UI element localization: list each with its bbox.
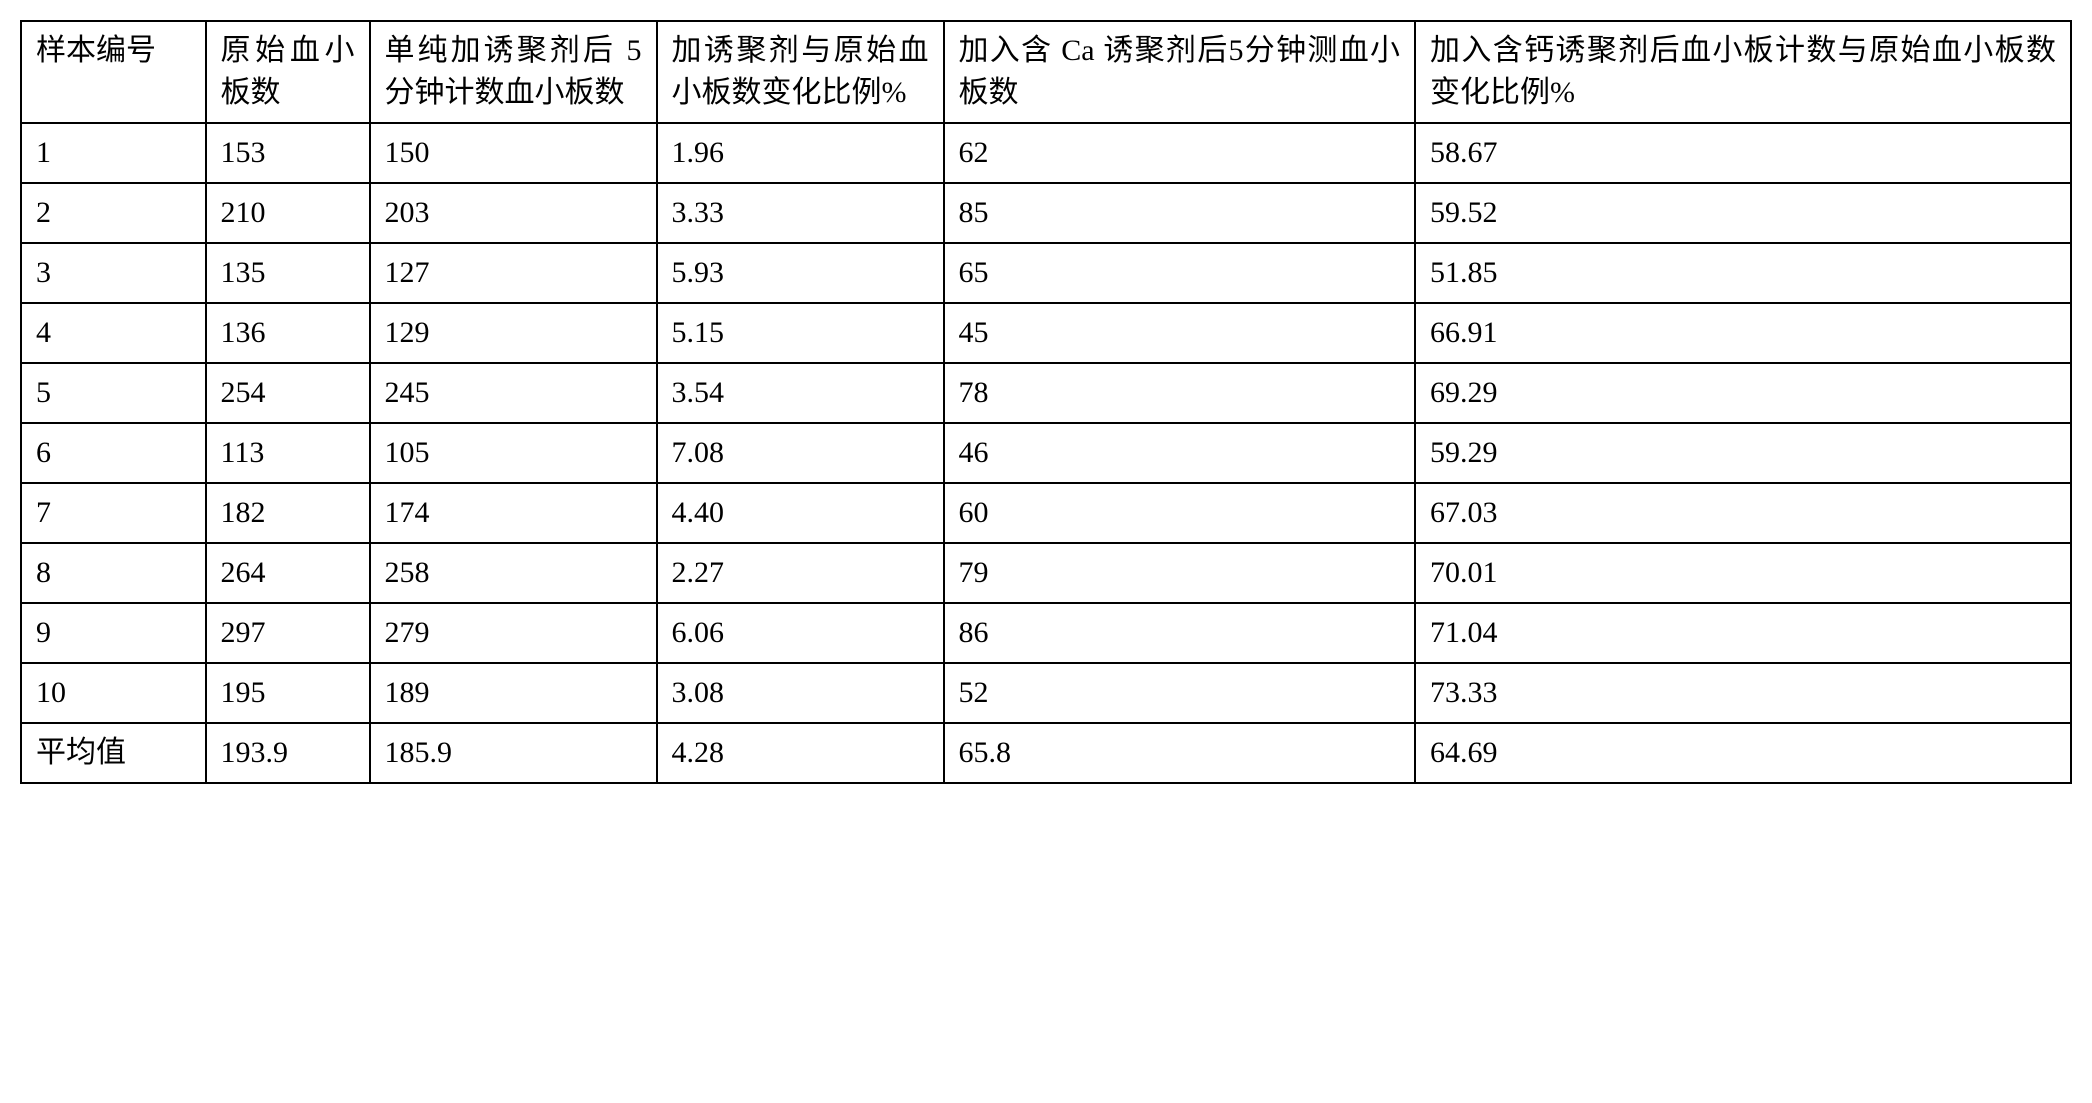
cell-ca-aggregant-5min: 62 bbox=[944, 123, 1416, 183]
cell-ca-aggregant-5min: 86 bbox=[944, 603, 1416, 663]
cell-original-platelet: 210 bbox=[206, 183, 370, 243]
cell-ca-aggregant-change-pct: 64.69 bbox=[1415, 723, 2071, 783]
cell-original-platelet: 182 bbox=[206, 483, 370, 543]
cell-aggregant-5min: 185.9 bbox=[370, 723, 657, 783]
cell-original-platelet: 254 bbox=[206, 363, 370, 423]
table-row: 8 264 258 2.27 79 70.01 bbox=[21, 543, 2071, 603]
cell-sample-id: 7 bbox=[21, 483, 206, 543]
cell-original-platelet: 136 bbox=[206, 303, 370, 363]
cell-aggregant-5min: 150 bbox=[370, 123, 657, 183]
header-aggregant-5min: 单纯加诱聚剂后 5分钟计数血小板数 bbox=[370, 21, 657, 123]
cell-original-platelet: 193.9 bbox=[206, 723, 370, 783]
cell-aggregant-change-pct: 3.33 bbox=[657, 183, 944, 243]
table-row: 3 135 127 5.93 65 51.85 bbox=[21, 243, 2071, 303]
cell-ca-aggregant-5min: 60 bbox=[944, 483, 1416, 543]
cell-ca-aggregant-change-pct: 59.29 bbox=[1415, 423, 2071, 483]
cell-ca-aggregant-5min: 65 bbox=[944, 243, 1416, 303]
cell-aggregant-change-pct: 3.54 bbox=[657, 363, 944, 423]
cell-aggregant-change-pct: 4.40 bbox=[657, 483, 944, 543]
table-row: 1 153 150 1.96 62 58.67 bbox=[21, 123, 2071, 183]
header-ca-aggregant-change-pct: 加入含钙诱聚剂后血小板计数与原始血小板数变化比例% bbox=[1415, 21, 2071, 123]
table-row: 7 182 174 4.40 60 67.03 bbox=[21, 483, 2071, 543]
cell-sample-id: 3 bbox=[21, 243, 206, 303]
header-ca-aggregant-5min: 加入含 Ca 诱聚剂后5分钟测血小板数 bbox=[944, 21, 1416, 123]
cell-aggregant-change-pct: 7.08 bbox=[657, 423, 944, 483]
cell-sample-id: 1 bbox=[21, 123, 206, 183]
platelet-data-table: 样本编号 原始血小板数 单纯加诱聚剂后 5分钟计数血小板数 加诱聚剂与原始血小板… bbox=[20, 20, 2072, 784]
cell-ca-aggregant-5min: 78 bbox=[944, 363, 1416, 423]
cell-ca-aggregant-change-pct: 66.91 bbox=[1415, 303, 2071, 363]
cell-ca-aggregant-change-pct: 71.04 bbox=[1415, 603, 2071, 663]
cell-ca-aggregant-5min: 46 bbox=[944, 423, 1416, 483]
cell-aggregant-5min: 258 bbox=[370, 543, 657, 603]
cell-ca-aggregant-change-pct: 67.03 bbox=[1415, 483, 2071, 543]
cell-ca-aggregant-change-pct: 59.52 bbox=[1415, 183, 2071, 243]
cell-aggregant-change-pct: 4.28 bbox=[657, 723, 944, 783]
cell-ca-aggregant-5min: 65.8 bbox=[944, 723, 1416, 783]
cell-ca-aggregant-5min: 52 bbox=[944, 663, 1416, 723]
cell-sample-id: 8 bbox=[21, 543, 206, 603]
header-sample-id: 样本编号 bbox=[21, 21, 206, 123]
table-row: 6 113 105 7.08 46 59.29 bbox=[21, 423, 2071, 483]
cell-original-platelet: 264 bbox=[206, 543, 370, 603]
cell-ca-aggregant-5min: 85 bbox=[944, 183, 1416, 243]
cell-aggregant-change-pct: 3.08 bbox=[657, 663, 944, 723]
cell-ca-aggregant-change-pct: 58.67 bbox=[1415, 123, 2071, 183]
cell-ca-aggregant-change-pct: 73.33 bbox=[1415, 663, 2071, 723]
table-row-average: 平均值 193.9 185.9 4.28 65.8 64.69 bbox=[21, 723, 2071, 783]
cell-aggregant-change-pct: 6.06 bbox=[657, 603, 944, 663]
cell-sample-id: 9 bbox=[21, 603, 206, 663]
cell-aggregant-5min: 203 bbox=[370, 183, 657, 243]
cell-aggregant-5min: 105 bbox=[370, 423, 657, 483]
header-original-platelet: 原始血小板数 bbox=[206, 21, 370, 123]
table-row: 10 195 189 3.08 52 73.33 bbox=[21, 663, 2071, 723]
table-row: 9 297 279 6.06 86 71.04 bbox=[21, 603, 2071, 663]
table-row: 5 254 245 3.54 78 69.29 bbox=[21, 363, 2071, 423]
cell-sample-id: 6 bbox=[21, 423, 206, 483]
cell-ca-aggregant-change-pct: 70.01 bbox=[1415, 543, 2071, 603]
cell-sample-id: 2 bbox=[21, 183, 206, 243]
table-row: 2 210 203 3.33 85 59.52 bbox=[21, 183, 2071, 243]
cell-ca-aggregant-change-pct: 51.85 bbox=[1415, 243, 2071, 303]
header-aggregant-change-pct: 加诱聚剂与原始血小板数变化比例% bbox=[657, 21, 944, 123]
cell-original-platelet: 113 bbox=[206, 423, 370, 483]
cell-sample-id: 10 bbox=[21, 663, 206, 723]
cell-aggregant-change-pct: 5.93 bbox=[657, 243, 944, 303]
cell-sample-id: 4 bbox=[21, 303, 206, 363]
cell-aggregant-change-pct: 2.27 bbox=[657, 543, 944, 603]
cell-aggregant-5min: 279 bbox=[370, 603, 657, 663]
cell-sample-id: 5 bbox=[21, 363, 206, 423]
cell-aggregant-5min: 127 bbox=[370, 243, 657, 303]
cell-original-platelet: 135 bbox=[206, 243, 370, 303]
table-header-row: 样本编号 原始血小板数 单纯加诱聚剂后 5分钟计数血小板数 加诱聚剂与原始血小板… bbox=[21, 21, 2071, 123]
cell-aggregant-5min: 189 bbox=[370, 663, 657, 723]
table-body: 1 153 150 1.96 62 58.67 2 210 203 3.33 8… bbox=[21, 123, 2071, 783]
cell-ca-aggregant-5min: 79 bbox=[944, 543, 1416, 603]
cell-original-platelet: 195 bbox=[206, 663, 370, 723]
cell-ca-aggregant-change-pct: 69.29 bbox=[1415, 363, 2071, 423]
table-row: 4 136 129 5.15 45 66.91 bbox=[21, 303, 2071, 363]
cell-aggregant-5min: 245 bbox=[370, 363, 657, 423]
cell-aggregant-change-pct: 5.15 bbox=[657, 303, 944, 363]
cell-ca-aggregant-5min: 45 bbox=[944, 303, 1416, 363]
cell-aggregant-5min: 129 bbox=[370, 303, 657, 363]
cell-original-platelet: 153 bbox=[206, 123, 370, 183]
cell-sample-id: 平均值 bbox=[21, 723, 206, 783]
cell-aggregant-5min: 174 bbox=[370, 483, 657, 543]
cell-aggregant-change-pct: 1.96 bbox=[657, 123, 944, 183]
cell-original-platelet: 297 bbox=[206, 603, 370, 663]
